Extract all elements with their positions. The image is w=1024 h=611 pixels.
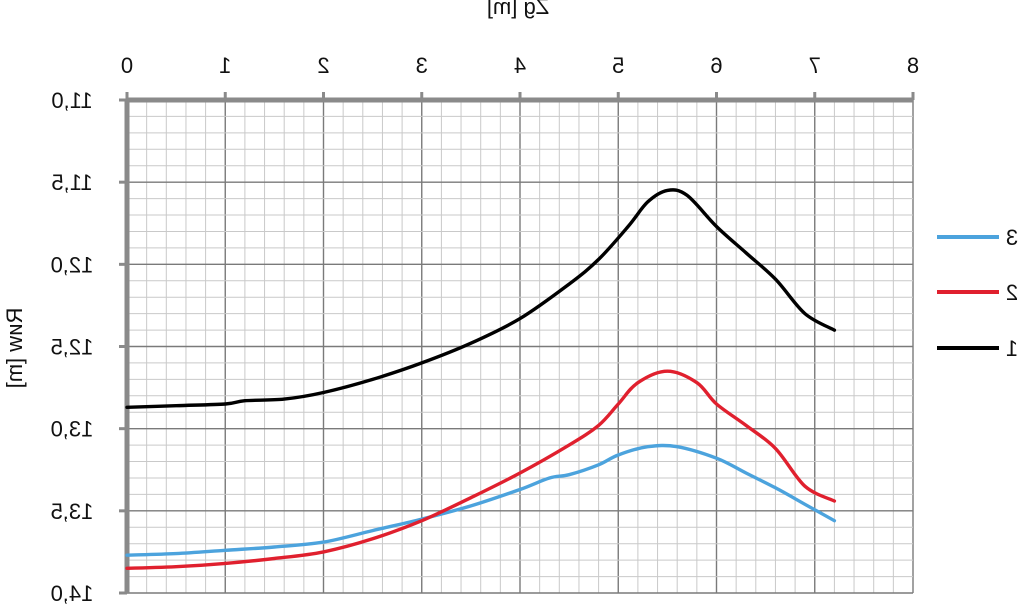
y-tick-label-group: 12,5	[51, 335, 94, 360]
x-tick-label: 5	[612, 53, 624, 78]
grid	[126, 99, 914, 594]
axes	[119, 92, 915, 595]
y-tick-label-group: 12,0	[51, 252, 94, 277]
y-tick-label-group: 11,0	[51, 88, 92, 113]
legend-label-group: 2	[1006, 280, 1018, 305]
legend-label-1: 1	[1006, 336, 1018, 361]
x-tick-label: 1	[219, 53, 231, 78]
x-tick-label: 0	[121, 53, 133, 78]
legend-label-group: 3	[1006, 225, 1018, 250]
series-line-1	[125, 188, 837, 409]
y-tick-label: 11,0	[51, 88, 92, 113]
x-tick-label: 2	[317, 53, 329, 78]
x-tick-label-group: 3	[416, 53, 428, 78]
x-tick-label-group: 2	[317, 53, 329, 78]
x-tick-label-group: 6	[710, 53, 722, 78]
legend-label-2: 2	[1006, 280, 1018, 305]
legend: 1 2 3	[937, 225, 1018, 361]
y-tick-label: 11,5	[51, 170, 92, 195]
x-tick-label: 4	[514, 53, 526, 78]
x-tick-label-group: 7	[809, 53, 821, 78]
y-tick-label-group: 13,0	[51, 417, 94, 442]
x-tick-label: 3	[416, 53, 428, 78]
x-tick-label-group: 0	[121, 53, 133, 78]
x-tick-label-group: 4	[514, 53, 526, 78]
y-tick-label: 13,5	[51, 499, 94, 524]
legend-label-group: 1	[1006, 336, 1018, 361]
x-tick-label: 7	[809, 53, 821, 78]
x-tick-label: 8	[907, 53, 919, 78]
y-tick-label-group: 13,5	[51, 499, 94, 524]
series-line-2	[125, 369, 837, 570]
series-line-3	[125, 443, 837, 557]
y-tick-label: 12,0	[51, 252, 94, 277]
x-tick-label-group: 5	[612, 53, 624, 78]
x-tick-label-group: 1	[219, 53, 231, 78]
y-tick-label-group: 14,0	[51, 581, 94, 606]
x-tick-label: 6	[710, 53, 722, 78]
y-tick-label: 12,5	[51, 335, 94, 360]
legend-label-3: 3	[1006, 225, 1018, 250]
y-tick-label: 13,0	[51, 417, 94, 442]
y-tick-label-group: 11,5	[51, 170, 92, 195]
tick-labels: 0 1 2 3 4 5 6 7 8 11,0 11,5 12,0 12,5 13,0 13,5 14,0	[51, 53, 920, 606]
x-tick-label-group: 8	[907, 53, 919, 78]
y-tick-label: 14,0	[51, 581, 94, 606]
y-axis-title: Rиw [m]	[2, 308, 27, 389]
series-lines	[125, 188, 837, 570]
x-axis-title: Zg [m]	[487, 0, 549, 19]
